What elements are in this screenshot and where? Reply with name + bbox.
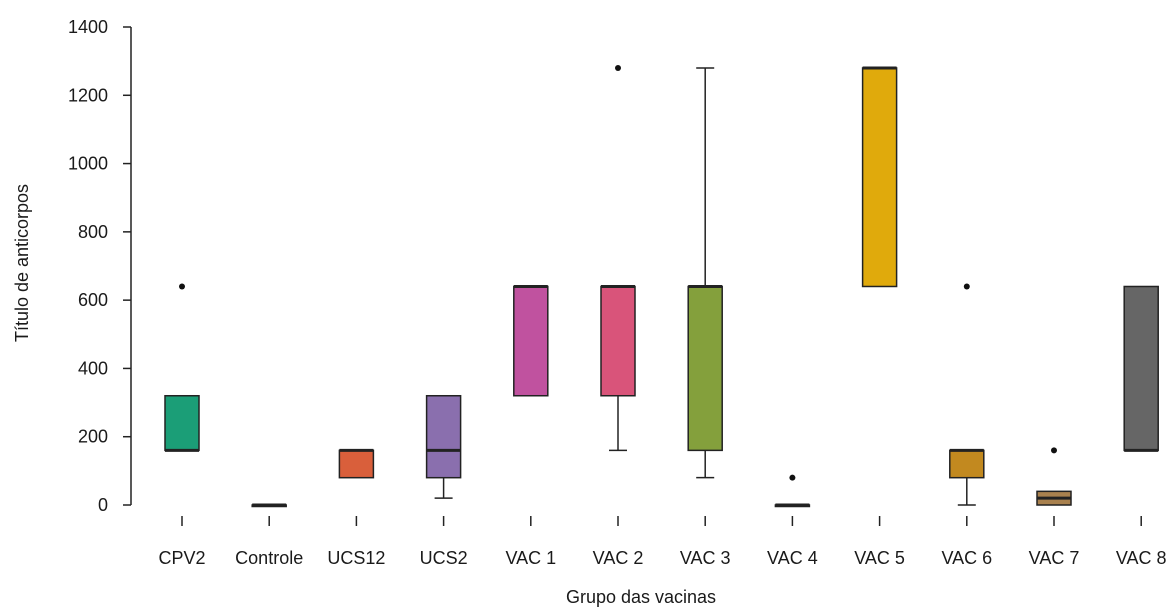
x-axis: CPV2 Controle UCS12 UCS2 VAC 1 VAC 2 VAC 3 VAC … bbox=[158, 516, 1167, 568]
x-tick-label: Controle bbox=[235, 548, 303, 568]
outlier-point bbox=[1051, 447, 1057, 454]
x-axis-title: Grupo das vacinas bbox=[566, 587, 716, 607]
plot-area bbox=[164, 64, 1159, 508]
x-tick-label: VAC 4 bbox=[767, 548, 818, 568]
box-group bbox=[1036, 447, 1072, 506]
x-tick-label: VAC 1 bbox=[505, 548, 556, 568]
box-group bbox=[687, 67, 723, 479]
y-tick-label: 200 bbox=[78, 427, 108, 447]
x-tick-label: VAC 5 bbox=[854, 548, 905, 568]
outlier-point bbox=[963, 283, 970, 290]
box-body bbox=[425, 394, 462, 479]
y-tick-label: 600 bbox=[78, 290, 108, 310]
box-group bbox=[600, 64, 636, 452]
box-body bbox=[513, 285, 549, 397]
box-group bbox=[861, 66, 898, 288]
y-tick-label: 0 bbox=[98, 495, 108, 515]
box-body bbox=[164, 394, 200, 452]
x-tick-label: CPV2 bbox=[158, 548, 205, 568]
box-body bbox=[687, 285, 723, 452]
y-tick-label: 400 bbox=[78, 358, 108, 378]
x-tick-label: UCS2 bbox=[420, 548, 468, 568]
box-body bbox=[861, 67, 898, 288]
outlier-point bbox=[789, 474, 796, 481]
box-group bbox=[164, 283, 200, 452]
box-body bbox=[949, 449, 985, 479]
box-body bbox=[600, 285, 636, 397]
x-tick-label: VAC 8 bbox=[1116, 548, 1167, 568]
outlier-point bbox=[179, 283, 185, 290]
box-group bbox=[513, 284, 549, 397]
box-group bbox=[1123, 285, 1159, 452]
box-group bbox=[425, 394, 462, 499]
y-tick-label: 800 bbox=[78, 222, 108, 242]
outlier-point bbox=[615, 64, 621, 71]
x-tick-label: VAC 6 bbox=[941, 548, 992, 568]
x-tick-label: VAC 2 bbox=[593, 548, 644, 568]
x-tick-label: VAC 7 bbox=[1029, 548, 1080, 568]
y-tick-label: 1000 bbox=[68, 154, 108, 174]
y-axis-title: Título de anticorpos bbox=[12, 184, 32, 342]
box-body bbox=[1123, 285, 1159, 452]
box-group bbox=[251, 503, 287, 508]
y-axis: 0 200 400 600 800 1000 1200 1400 bbox=[68, 17, 132, 515]
box-group bbox=[338, 448, 375, 479]
box-body bbox=[338, 449, 375, 479]
y-tick-label: 1200 bbox=[68, 85, 108, 105]
x-tick-label: VAC 3 bbox=[680, 548, 731, 568]
box-group bbox=[774, 474, 811, 508]
box-group bbox=[949, 283, 985, 506]
y-tick-label: 1400 bbox=[68, 17, 108, 37]
x-tick-label: UCS12 bbox=[327, 548, 385, 568]
